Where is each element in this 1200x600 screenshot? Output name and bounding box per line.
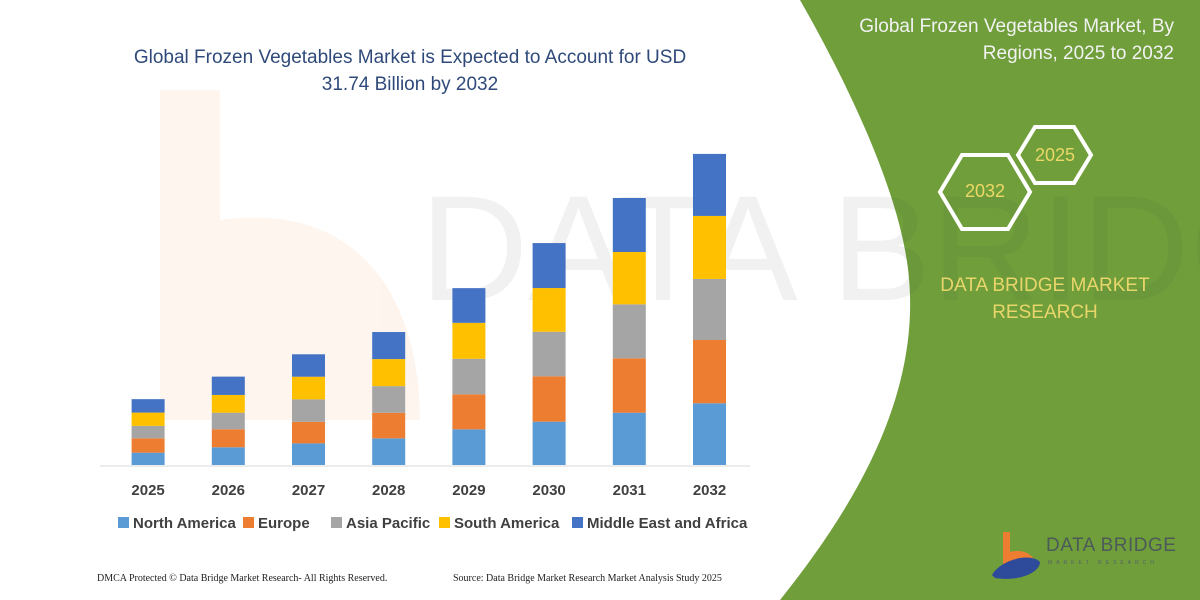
side-panel-title: Global Frozen Vegetables Market, By Regi… [859,16,1174,64]
bar-segment-europe-2031 [612,358,646,413]
bar-segment-europe-2025 [131,438,165,453]
stacked-bar-chart: 2025 2026 2027 2028 2029 2030 2031 2032 North Am… [100,153,750,532]
bar-segment-north-america-2026 [211,447,245,465]
bar-segment-europe-2028 [372,412,406,439]
bar-segment-middle-east-and-africa-2030 [532,243,566,289]
bar-segment-south-america-2028 [372,359,406,387]
legend-label: North America [133,515,236,532]
bar-segment-asia-pacific-2025 [131,425,165,439]
source-text: Source: Data Bridge Market Research Mark… [453,573,722,584]
legend-label: Middle East and Africa [587,515,748,532]
bar-segment-north-america-2029 [452,429,486,465]
bar-segment-middle-east-and-africa-2028 [372,332,406,360]
bar-segment-asia-pacific-2030 [532,331,566,377]
bar-segment-north-america-2032 [693,403,726,465]
bar-segment-south-america-2029 [452,322,486,359]
bar-segment-middle-east-and-africa-2026 [211,376,245,395]
hex-label-start: 2025 [1034,145,1076,165]
x-tick-label: 2025 [131,482,164,499]
legend-label: South America [454,515,560,532]
bar-segment-north-america-2030 [532,421,566,465]
logo-icon [992,532,1040,579]
bar-segment-europe-2030 [532,376,566,422]
bar-segment-south-america-2026 [211,394,245,413]
bar-segment-asia-pacific-2029 [452,358,486,395]
x-tick-label: 2030 [532,482,565,499]
legend-label: Asia Pacific [346,515,430,532]
bar-segment-north-america-2027 [292,443,325,465]
chart-title: Global Frozen Vegetables Market is Expec… [133,47,687,95]
green-panel [780,0,1200,600]
bar-segment-europe-2027 [292,421,325,444]
legend-swatch [572,517,583,528]
legend-swatch [331,517,342,528]
bar-segment-south-america-2025 [131,412,165,426]
copyright-text: DMCA Protected © Data Bridge Market Rese… [97,573,388,584]
legend-swatch [243,517,254,528]
hex-label-end: 2032 [964,181,1006,201]
x-tick-label: 2032 [693,482,726,499]
bar-segment-middle-east-and-africa-2025 [131,399,165,413]
bar-segment-europe-2032 [693,339,726,404]
bar-segment-north-america-2028 [372,438,406,465]
bar-segment-asia-pacific-2028 [372,386,406,413]
bar-segment-north-america-2025 [131,452,165,465]
bar-segment-europe-2029 [452,394,486,430]
x-tick-label: 2029 [452,482,485,499]
bar-segment-middle-east-and-africa-2027 [292,354,325,377]
brand-name: DATA BRIDGE MARKET RESEARCH [940,275,1150,323]
hexagon-2025-icon [1015,125,1094,185]
logo-subtext: MARKET RESEARCH [1048,560,1158,566]
bar-segment-asia-pacific-2027 [292,399,325,422]
bar-segment-middle-east-and-africa-2031 [612,197,646,252]
legend-swatch [439,517,450,528]
bar-segment-asia-pacific-2031 [612,304,646,359]
bar-segment-asia-pacific-2026 [211,412,245,430]
bar-segment-middle-east-and-africa-2032 [693,153,726,216]
bar-segment-asia-pacific-2032 [693,278,726,340]
bar-segment-north-america-2031 [612,412,646,465]
x-tick-label: 2028 [372,482,405,499]
bar-segment-europe-2026 [211,429,245,448]
bar-segment-south-america-2032 [693,215,726,279]
hexagon-2032-icon [937,153,1033,231]
bar-segment-south-america-2030 [532,288,566,332]
x-tick-label: 2027 [292,482,325,499]
bar-segment-south-america-2031 [612,251,646,305]
legend-swatch [118,517,129,528]
bar-segment-middle-east-and-africa-2029 [452,288,486,323]
x-tick-label: 2026 [212,482,245,499]
x-tick-label: 2031 [613,482,646,499]
logo-text: DATA BRIDGE [1046,535,1177,556]
legend-label: Europe [258,515,310,532]
bar-segment-south-america-2027 [292,376,325,400]
